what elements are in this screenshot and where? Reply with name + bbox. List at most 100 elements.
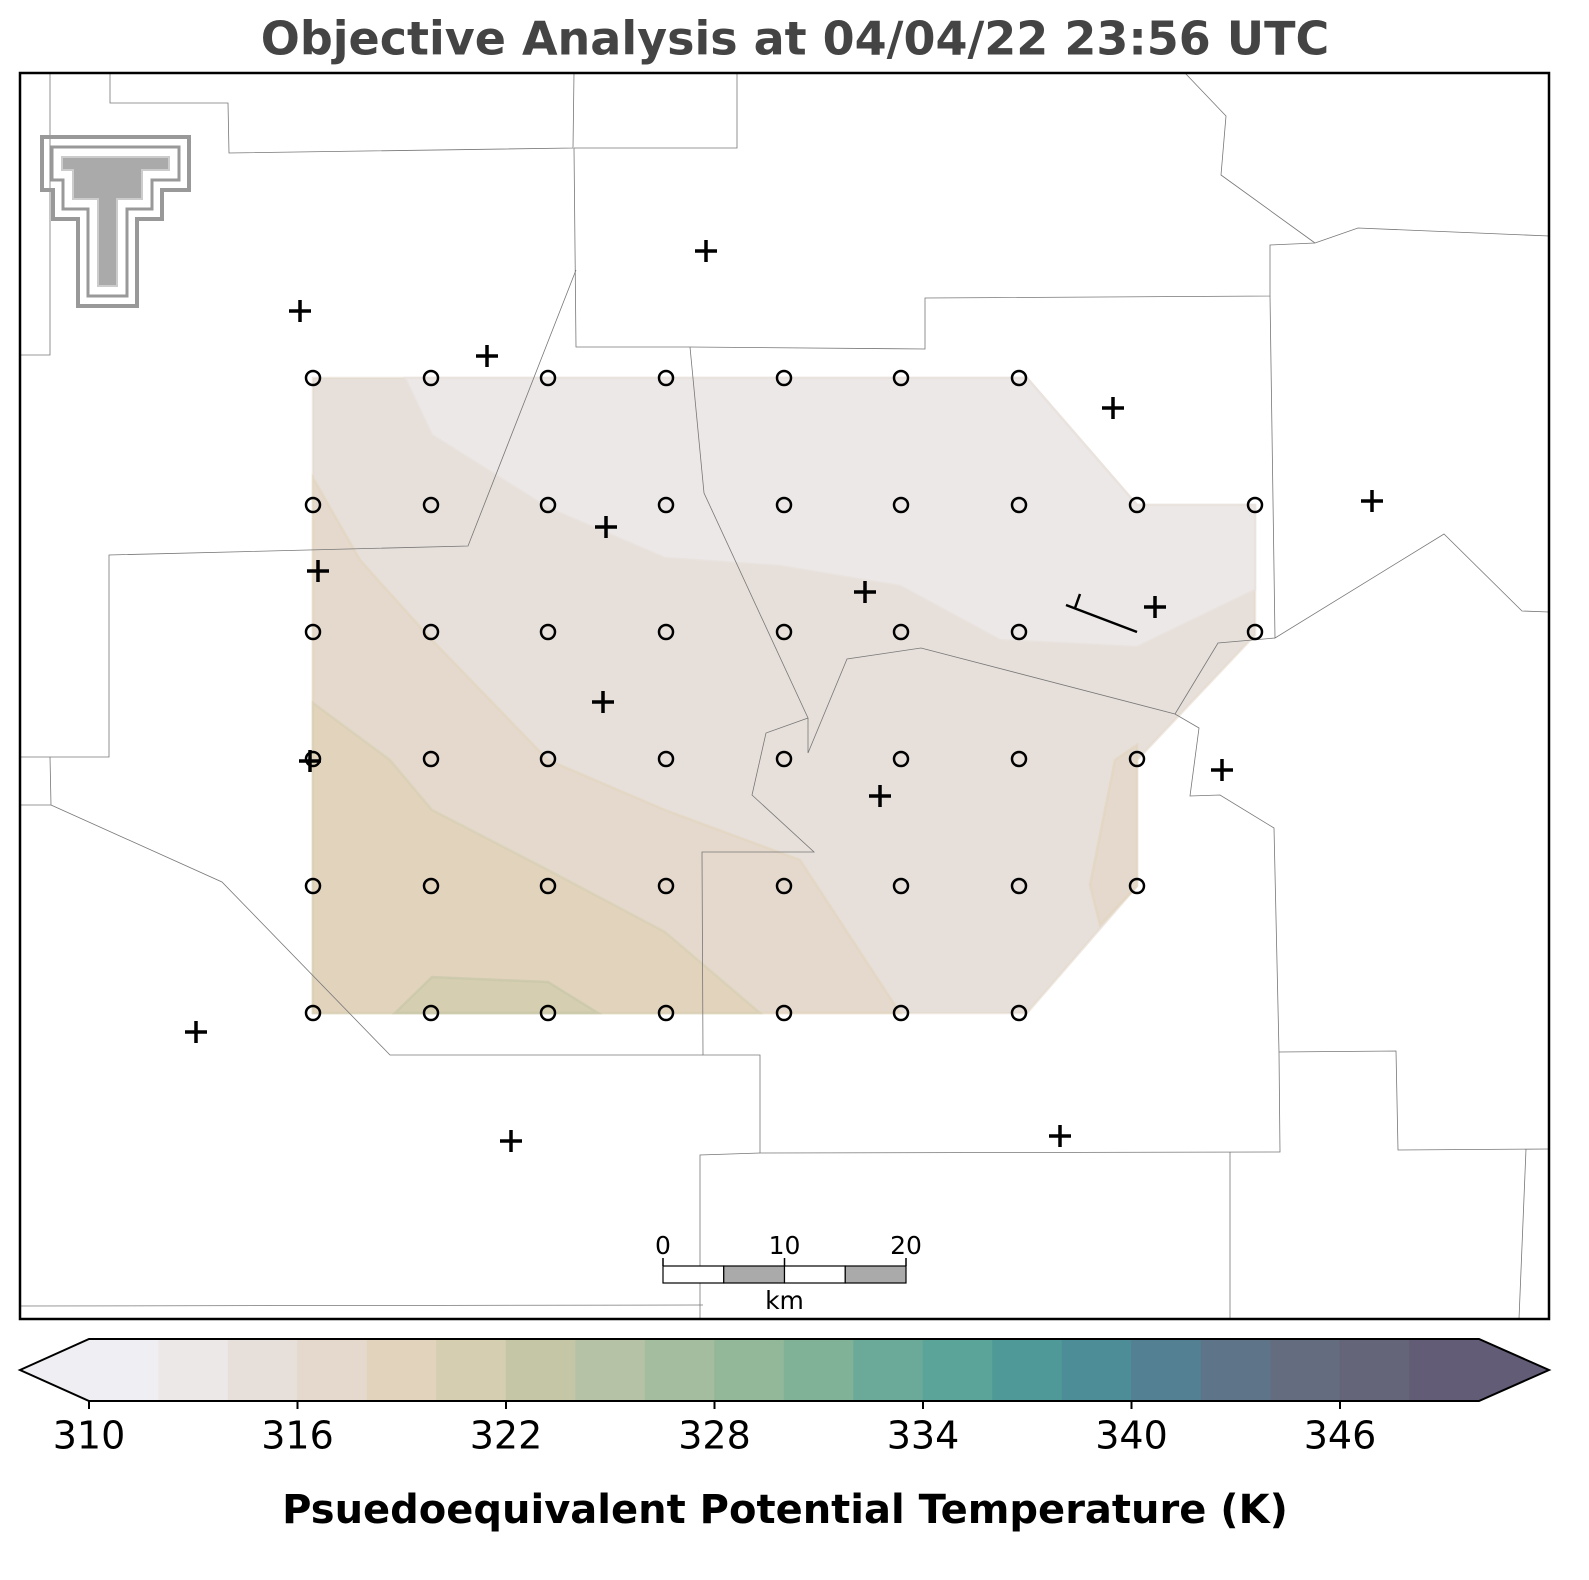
map-frame [18,71,1551,1321]
station [1049,1125,1071,1147]
stations [185,240,1383,1152]
colorbar-extend-high [1479,1339,1549,1401]
grid-point [304,369,322,387]
grid-point [539,1004,557,1022]
grid-point [539,496,557,514]
grid-point [539,369,557,387]
wind-barb [1065,593,1138,634]
county-lines [19,72,1550,1320]
grid-point [775,623,793,641]
colorbar-swatch [575,1338,646,1402]
grid-point [422,750,440,768]
colorbar-tick-label: 322 [470,1414,543,1458]
colorbar-swatch [714,1338,785,1402]
colorbar-swatch [1270,1338,1341,1402]
logo [40,135,191,308]
grid-point [775,369,793,387]
grid-point [657,1004,675,1022]
grid-point [422,369,440,387]
station [695,240,717,262]
colorbar-swatch [922,1338,993,1402]
grid-point [1128,877,1146,895]
contour-fill [391,975,603,1015]
scale-tick-label: 20 [890,1231,922,1260]
scale-segment [783,1265,846,1284]
contour-fill [311,700,764,1015]
scale-unit: km [765,1286,804,1315]
grid-point [539,750,557,768]
station [1144,596,1166,618]
colorbar-swatch [88,1338,159,1402]
scale-segment [723,1265,786,1284]
station [307,560,329,582]
colorbar-swatch [1409,1338,1480,1402]
colorbar-swatch [1131,1338,1202,1402]
colorbar-tick-label: 328 [678,1414,751,1458]
grid-point [304,1004,322,1022]
colorbar-swatch [783,1338,854,1402]
contour-fill [403,376,1257,649]
grid-point [775,877,793,895]
colorbar-tick-label: 316 [261,1414,334,1458]
grid-point [304,496,322,514]
grid-point [892,750,910,768]
scale-segment [662,1265,725,1284]
station [869,785,891,807]
grid-point [304,750,322,768]
grid-point [422,623,440,641]
colorbar-swatch [992,1338,1063,1402]
grid-point [892,1004,910,1022]
station [592,691,614,713]
colorbar-swatch [505,1338,576,1402]
colorbar-swatch [1339,1338,1410,1402]
grid-point [1246,496,1264,514]
colorbar-swatch [1200,1338,1271,1402]
station [595,516,617,538]
station [1211,759,1233,781]
scale-bar: 0 10 20 km [655,1231,922,1315]
scale-tick-label: 0 [655,1231,671,1260]
colorbar-swatch [1061,1338,1132,1402]
station [1102,397,1124,419]
colorbar-swatch [297,1338,368,1402]
grid-point [1010,369,1028,387]
station [476,345,498,367]
grid-point [304,877,322,895]
grid-point [539,877,557,895]
colorbar-tick-label: 334 [887,1414,960,1458]
grid-point [657,369,675,387]
grid-point [304,623,322,641]
station [289,300,311,322]
contour-fill [1088,742,1139,928]
grid-point [1128,496,1146,514]
colorbar: 310 316 322 328 334 340 346 [17,1338,1552,1458]
grid-point [1010,877,1028,895]
grid-point [657,877,675,895]
grid-point [1010,496,1028,514]
grid-point [657,750,675,768]
station [500,1130,522,1152]
colorbar-tick-label: 310 [53,1414,126,1458]
grid-point [892,369,910,387]
grid-point [892,496,910,514]
grid-point [657,496,675,514]
grid-point [657,623,675,641]
title: Objective Analysis at 04/04/22 23:56 UTC [261,12,1330,66]
station [1361,490,1383,512]
grid-point [1128,750,1146,768]
contour-fills [311,376,1257,1015]
grid-point [775,1004,793,1022]
colorbar-swatch [853,1338,924,1402]
colorbar-tick-label: 346 [1304,1414,1377,1458]
grid-point [1010,623,1028,641]
colorbar-tick-label: 340 [1095,1414,1168,1458]
grid-point [775,750,793,768]
grid-point [1010,1004,1028,1022]
grid-point [1010,750,1028,768]
grid-point [422,877,440,895]
colorbar-swatch [436,1338,507,1402]
scale-tick-label: 10 [769,1231,801,1260]
colorbar-swatch [158,1338,229,1402]
grid-point [892,623,910,641]
